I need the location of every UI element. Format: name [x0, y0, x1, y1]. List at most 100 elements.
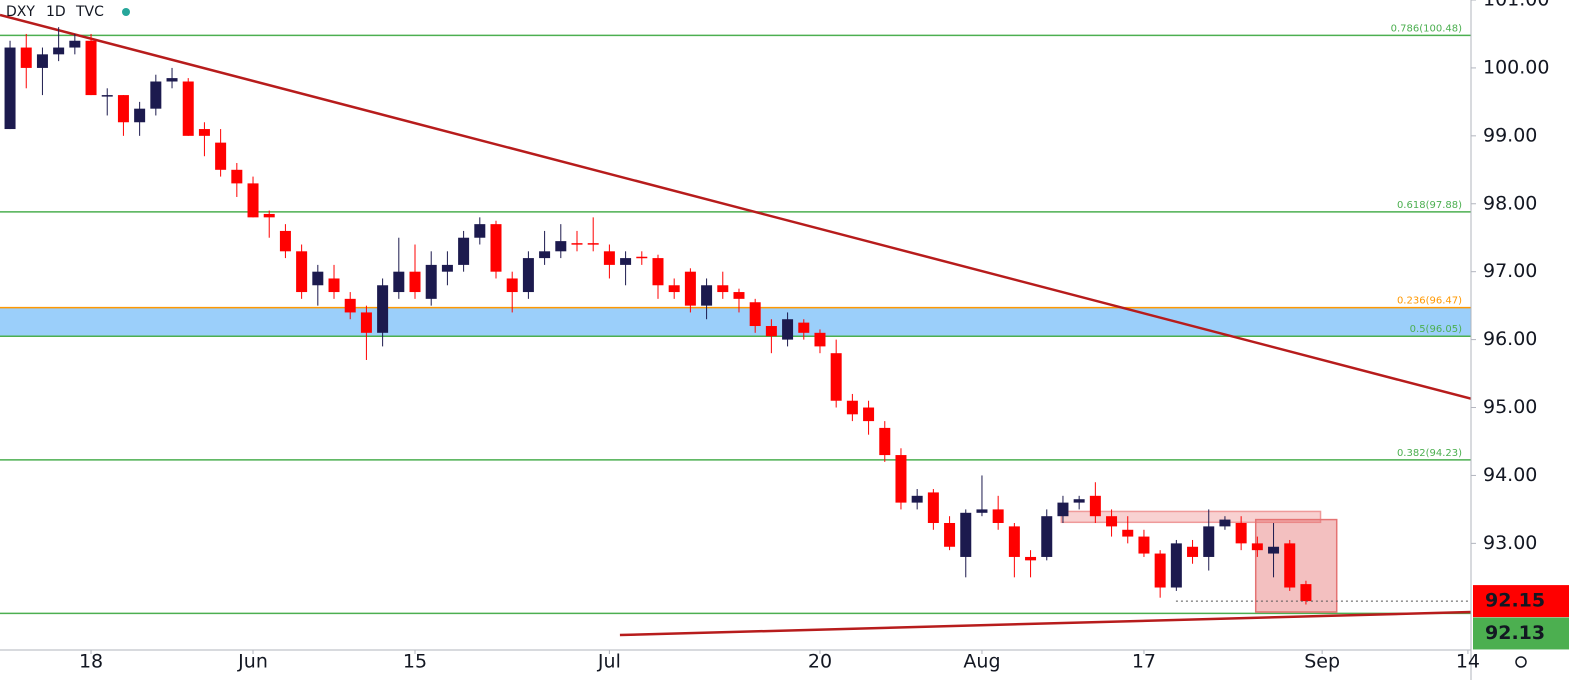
- candle-body: [976, 509, 988, 513]
- settings-icon[interactable]: [1515, 656, 1527, 668]
- candle-body: [506, 278, 518, 293]
- candle-body: [458, 237, 470, 265]
- candle-body: [749, 302, 761, 327]
- highlight-box: [1254, 518, 1338, 613]
- axes: 101.00 100.00 99.00 98.00 97.00 96.00 95.00 94.…: [79, 0, 1571, 680]
- candle-body: [247, 183, 259, 218]
- candle-body: [587, 243, 599, 245]
- fib-label: 0.786(100.48): [1391, 23, 1463, 34]
- candle-body: [1025, 556, 1037, 561]
- candle-body: [1041, 516, 1053, 557]
- status-dot: [122, 8, 130, 16]
- plot-area: 0.786(100.48) 0.618(97.88) 0.236(96.47) 0.5…: [0, 13, 1471, 637]
- candle-body: [1268, 546, 1280, 554]
- candle-body: [1219, 519, 1231, 527]
- highlight-box: [1060, 510, 1322, 524]
- candle-body: [263, 213, 275, 218]
- y-tick-label: 101.00: [1483, 0, 1549, 11]
- candle-body: [1089, 495, 1101, 517]
- symbol: DXY: [6, 4, 35, 20]
- x-tick-label: 15: [403, 651, 427, 673]
- candle-body: [765, 326, 777, 337]
- candle-body: [377, 285, 389, 333]
- candle-body: [117, 95, 129, 123]
- candle-body: [328, 278, 340, 293]
- x-tick-label: Sep: [1304, 651, 1340, 673]
- x-tick-label: Aug: [963, 651, 1000, 673]
- x-tick-label: 14: [1456, 651, 1480, 673]
- source: TVC: [75, 4, 104, 20]
- candle-body: [1057, 502, 1069, 517]
- price-label-box: [1473, 585, 1569, 618]
- candle-body: [782, 319, 794, 340]
- candle-body: [490, 224, 502, 272]
- candle-body: [1170, 543, 1182, 588]
- candle-body: [474, 224, 486, 238]
- candle-body: [20, 47, 32, 68]
- candle-body: [101, 95, 113, 97]
- y-tick-label: 100.00: [1483, 56, 1549, 78]
- candle-body: [1154, 553, 1166, 588]
- candle-body: [134, 108, 146, 123]
- candle-body: [927, 492, 939, 523]
- support-zone: [0, 307, 1471, 337]
- trendline: [619, 610, 1471, 637]
- candle-body: [1073, 499, 1085, 503]
- candle-body: [911, 495, 923, 503]
- x-tick-label: 18: [79, 651, 103, 673]
- candle-body: [636, 256, 648, 259]
- candle-body: [53, 47, 65, 55]
- x-tick-label: 20: [808, 651, 832, 673]
- y-tick-label: 99.00: [1483, 124, 1537, 146]
- candle-body: [198, 129, 210, 136]
- candle-body: [425, 264, 437, 299]
- candle-body: [1138, 536, 1150, 554]
- candle-body: [944, 522, 956, 547]
- candle-body: [1106, 516, 1118, 527]
- price-label-box: [1473, 617, 1569, 650]
- candle-body: [231, 169, 243, 184]
- candle-body: [733, 292, 745, 299]
- candle-body: [960, 512, 972, 557]
- candle-body: [69, 40, 81, 48]
- axis-mask: [1472, 650, 1571, 680]
- y-tick-label: 94.00: [1483, 464, 1537, 486]
- candle-body: [393, 271, 405, 293]
- candle-body: [830, 353, 842, 401]
- candle-body: [360, 312, 372, 333]
- candle-body: [4, 47, 16, 130]
- candle-body: [879, 427, 891, 456]
- candle-body: [798, 322, 810, 333]
- candle-body: [652, 258, 664, 286]
- candle-body: [1300, 584, 1312, 602]
- candle-body: [539, 251, 551, 259]
- header: DXY 1D TVC: [6, 4, 130, 20]
- gear[interactable]: [1515, 656, 1527, 668]
- candle-body: [409, 271, 421, 293]
- fib-label: 0.236(96.47): [1397, 296, 1462, 307]
- candle-body: [603, 251, 615, 265]
- candle-body: [296, 251, 308, 293]
- y-tick-label: 98.00: [1483, 192, 1537, 214]
- fib-label: 0.382(94.23): [1397, 448, 1462, 459]
- candle-body: [441, 264, 453, 272]
- candle-body: [863, 407, 875, 422]
- candle-body: [279, 230, 291, 252]
- candle-body: [668, 285, 680, 293]
- candle-body: [1235, 522, 1247, 544]
- candle-body: [701, 285, 713, 306]
- candle-body: [1008, 526, 1020, 557]
- candle-body: [1122, 529, 1134, 537]
- price-label: 92.15: [1485, 590, 1545, 612]
- trendline: [0, 13, 1471, 400]
- candle-body: [846, 400, 858, 415]
- candle-body: [684, 271, 696, 306]
- candle-body: [344, 298, 356, 313]
- candle-body: [522, 258, 534, 293]
- candle-body: [1187, 546, 1199, 557]
- candle-body: [166, 78, 178, 82]
- candle-body: [150, 81, 162, 109]
- candle-body: [312, 271, 324, 286]
